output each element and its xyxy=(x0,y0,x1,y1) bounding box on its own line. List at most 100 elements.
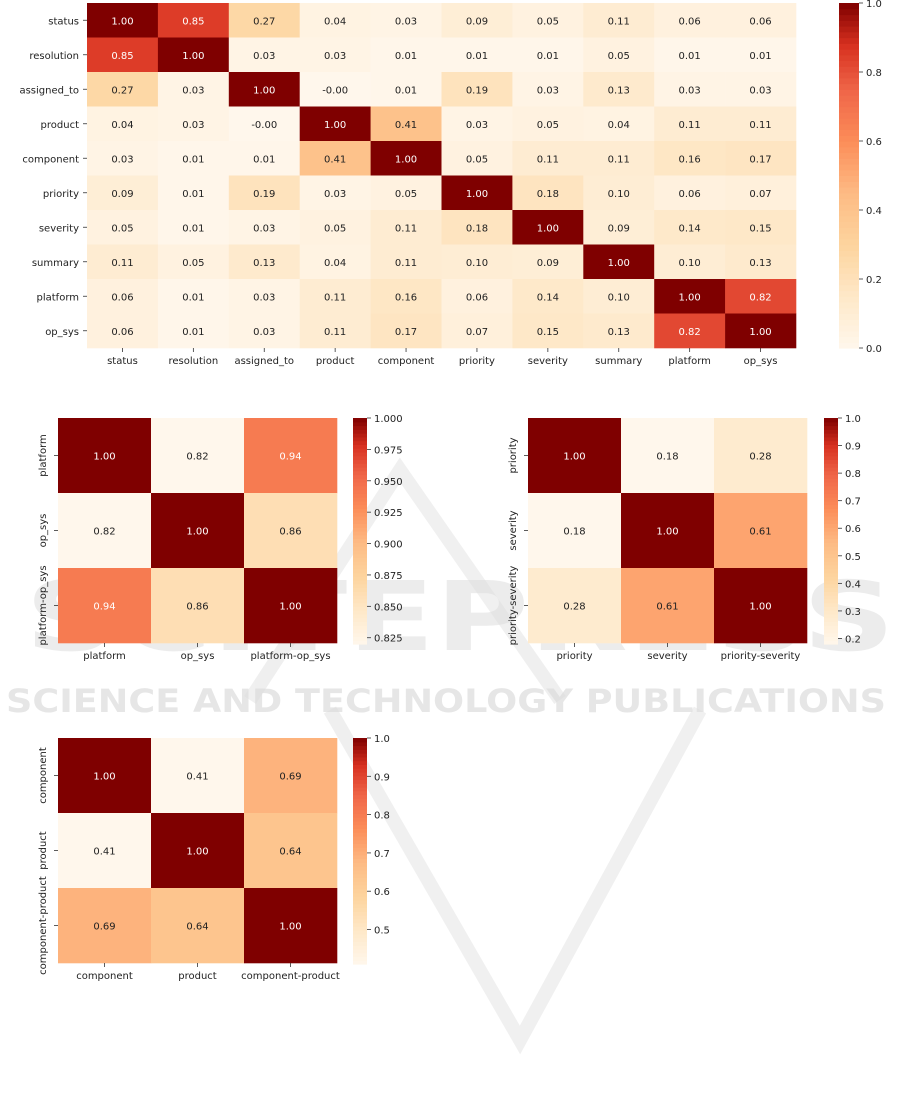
heatmap-all-fields-cell xyxy=(87,37,159,73)
heatmap-all-fields-colorbar-segment xyxy=(839,95,859,102)
heatmap-all-fields-cell-label: 0.07 xyxy=(749,189,771,200)
heatmap-all-fields-cell-label: 0.04 xyxy=(324,258,346,269)
heatmap-platform-op_sys-colorbar-segment xyxy=(353,546,367,551)
heatmap-platform-op_sys-cell-label: 0.94 xyxy=(93,602,115,613)
heatmap-priority-severity-colorbar-segment xyxy=(824,557,838,562)
heatmap-all-fields-cell-label: 0.10 xyxy=(608,292,630,303)
heatmap-platform-op_sys-y-tick-label: platform-op_sys xyxy=(38,565,49,645)
heatmap-all-fields-cell-label: 0.01 xyxy=(182,154,204,165)
heatmap-all-fields-cell xyxy=(725,313,797,349)
heatmap-platform-op_sys-colorbar-segment xyxy=(353,587,367,592)
heatmap-component-product-cell xyxy=(58,813,152,889)
heatmap-platform-op_sys-colorbar-segment xyxy=(353,512,367,517)
heatmap-all-fields-cell xyxy=(299,3,371,38)
heatmap-priority-severity-colorbar-tick-label: 0.3 xyxy=(845,607,861,618)
heatmap-priority-severity-cell-label: 0.61 xyxy=(656,602,678,613)
heatmap-all-fields-cell-label: 0.16 xyxy=(395,292,417,303)
heatmap-component-product-colorbar-segment xyxy=(353,945,367,950)
heatmap-component-product-colorbar-segment xyxy=(353,922,367,927)
heatmap-priority-severity-colorbar-segment xyxy=(824,512,838,517)
heatmap-all-fields-cell xyxy=(725,244,797,280)
heatmap-component-product-cell xyxy=(151,738,245,814)
heatmap-all-fields-colorbar-segment xyxy=(839,83,859,90)
heatmap-priority-severity-colorbar-segment xyxy=(824,429,838,434)
heatmap-all-fields-cell xyxy=(441,72,513,107)
heatmap-platform-op_sys-colorbar-segment xyxy=(353,628,367,634)
heatmap-all-fields-cell-label: 0.06 xyxy=(679,16,701,27)
heatmap-all-fields-x-tick-label: assigned_to xyxy=(234,356,294,367)
heatmap-platform-op_sys-colorbar-segment xyxy=(353,436,367,442)
heatmap-all-fields-colorbar-segment xyxy=(839,215,859,223)
heatmap-all-fields-y-tick-label: platform xyxy=(37,292,80,303)
heatmap-all-fields-cell-label: 0.14 xyxy=(537,292,559,303)
heatmap-all-fields-cell xyxy=(583,210,655,245)
heatmap-platform-op_sys-cell-label: 0.86 xyxy=(186,602,208,613)
heatmap-all-fields-cell xyxy=(725,210,797,245)
heatmap-all-fields-x-tick-label: severity xyxy=(528,356,568,367)
heatmap-all-fields-cell-label: 1.00 xyxy=(111,16,133,27)
heatmap-component-product-x-tick-label: component xyxy=(76,971,133,982)
heatmap-priority-severity-colorbar-segment xyxy=(824,455,838,461)
heatmap-all-fields-colorbar-segment xyxy=(839,112,859,119)
heatmap-all-fields-cell-label: 0.01 xyxy=(182,189,204,200)
heatmap-all-fields-x-tick-label: status xyxy=(107,356,138,367)
heatmap-all-fields-cell-label: 0.04 xyxy=(111,120,133,131)
heatmap-all-fields-colorbar-segment xyxy=(839,319,859,326)
heatmap-priority-severity-colorbar-segment xyxy=(824,636,838,641)
heatmap-priority-severity-colorbar-segment xyxy=(824,523,838,528)
heatmap-component-product-colorbar-segment xyxy=(353,937,367,942)
heatmap-priority-severity-colorbar-tick-label: 0.8 xyxy=(845,469,861,480)
heatmap-priority-severity-colorbar-segment xyxy=(824,595,838,600)
heatmap-component-product-colorbar-segment xyxy=(353,903,367,909)
heatmap-all-fields-cell-label: 0.11 xyxy=(608,154,630,165)
heatmap-all-fields-cell-label: 0.01 xyxy=(395,51,417,62)
heatmap-priority-severity-colorbar-segment xyxy=(824,591,838,596)
heatmap-all-fields-cell-label: 0.03 xyxy=(324,189,346,200)
heatmap-all-fields-colorbar-segment xyxy=(839,256,859,263)
heatmap-all-fields-cell-label: 0.01 xyxy=(395,85,417,96)
heatmap-component-product-colorbar-segment xyxy=(353,753,367,758)
heatmap-priority-severity-colorbar-segment xyxy=(824,538,838,543)
heatmap-all-fields-cell xyxy=(370,106,442,142)
heatmap-all-fields-cell xyxy=(512,279,584,314)
heatmap-platform-op_sys-colorbar-segment xyxy=(353,632,367,638)
heatmap-all-fields-x-tick-label: op_sys xyxy=(744,356,778,367)
heatmap-component-product-colorbar-segment xyxy=(353,933,367,939)
heatmap-priority-severity-colorbar-segment xyxy=(824,534,838,540)
heatmap-platform-op_sys-colorbar-segment xyxy=(353,455,367,461)
heatmap-all-fields-colorbar-segment xyxy=(839,336,859,343)
heatmap-platform-op_sys-colorbar-segment xyxy=(353,459,367,464)
heatmap-all-fields-cell-label: 0.17 xyxy=(395,327,417,338)
heatmap-priority-severity-colorbar-segment xyxy=(824,500,838,506)
heatmap-all-fields-cell-label: 0.01 xyxy=(182,292,204,303)
heatmap-priority-severity-colorbar-segment xyxy=(824,470,838,476)
heatmap-all-fields-cell-label: 0.05 xyxy=(111,223,133,234)
heatmap-all-fields-cell xyxy=(228,106,300,142)
heatmap-all-fields-cell-label: 0.41 xyxy=(395,120,417,131)
heatmap-all-fields-cell xyxy=(299,210,371,245)
heatmap-all-fields-cell xyxy=(370,3,442,38)
heatmap-all-fields-colorbar-segment xyxy=(839,325,859,332)
heatmap-component-product-colorbar-tick-label: 0.5 xyxy=(374,926,390,937)
heatmap-all-fields-cell xyxy=(512,313,584,349)
heatmap-all-fields-colorbar-segment xyxy=(839,313,859,320)
heatmap-all-fields-cell xyxy=(441,210,513,245)
heatmap-all-fields-cell-label: 0.04 xyxy=(608,120,630,131)
heatmap-platform-op_sys-colorbar-segment xyxy=(353,527,367,532)
heatmap-component-product-colorbar-segment xyxy=(353,892,367,897)
heatmap-component-product-colorbar-segment xyxy=(353,824,367,829)
heatmap-all-fields-colorbar-segment xyxy=(839,26,859,33)
heatmap-all-fields-cell-label: -0.00 xyxy=(251,120,277,131)
heatmap-all-fields-cell xyxy=(583,106,655,142)
heatmap-all-fields-cell-label: 0.13 xyxy=(608,327,630,338)
heatmap-all-fields-colorbar-segment xyxy=(839,37,859,44)
heatmap-component-product-colorbar-segment xyxy=(353,854,367,860)
heatmap-all-fields-cell-label: 0.05 xyxy=(182,258,204,269)
heatmap-all-fields-cell-label: 0.82 xyxy=(749,292,771,303)
heatmap-all-fields-y-tick-label: severity xyxy=(39,223,79,234)
heatmap-all-fields-cell-label: 0.27 xyxy=(111,85,133,96)
heatmap-all-fields-cell xyxy=(228,279,300,314)
heatmap-all-fields-cell-label: 0.14 xyxy=(679,223,701,234)
heatmap-platform-op_sys-colorbar-segment xyxy=(353,515,367,521)
heatmap-all-fields-colorbar-segment xyxy=(839,158,859,165)
